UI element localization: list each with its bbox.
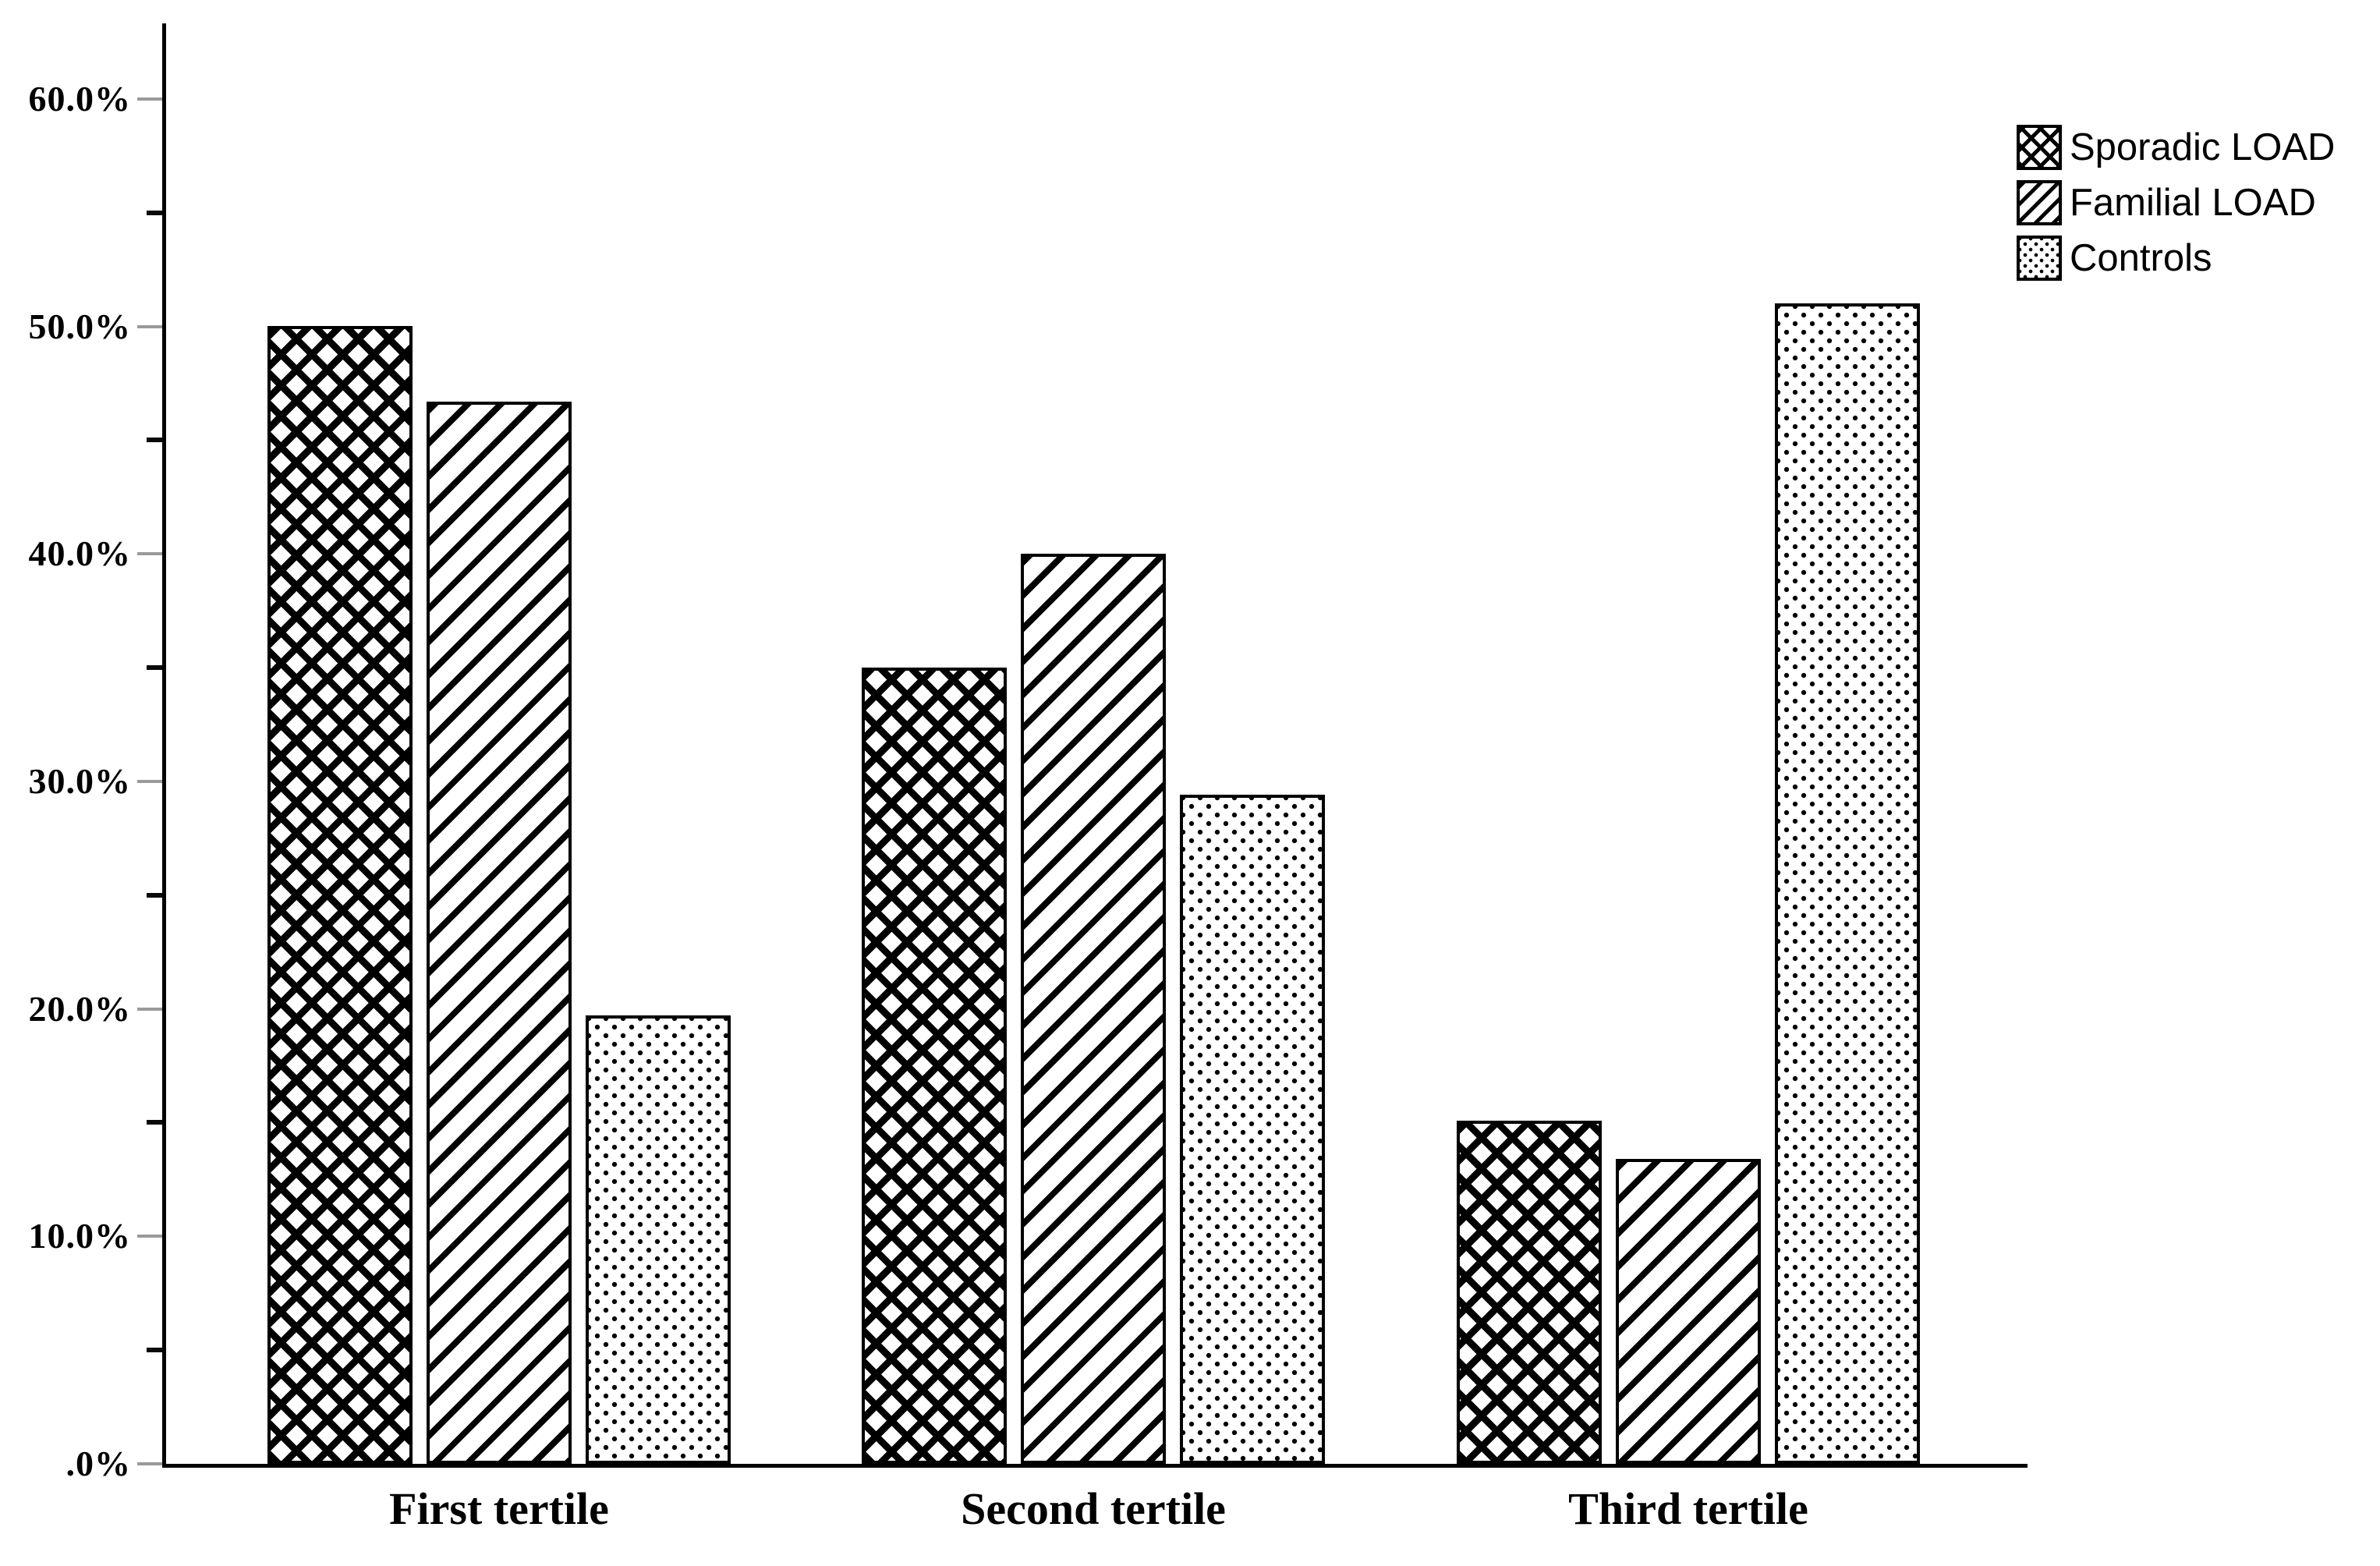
y-major-tick-40	[137, 552, 162, 556]
category-label-third-tertile: Third tertile	[1568, 1483, 1808, 1534]
x-axis-line	[162, 1464, 2028, 1468]
legend-row-familial-load: Familial LOAD	[2017, 180, 2335, 225]
y-major-tick-20	[137, 1007, 162, 1011]
y-tick-label-0: .0%	[66, 1444, 131, 1483]
legend-row-sporadic-load: Sporadic LOAD	[2017, 125, 2335, 170]
y-axis-line	[162, 23, 166, 1468]
legend-label-controls: Controls	[2070, 237, 2212, 279]
bar-familial-load-third-tertile	[1616, 1159, 1761, 1464]
bar-sporadic-load-first-tertile	[267, 326, 413, 1464]
y-minor-tick-5	[147, 1348, 162, 1353]
y-major-tick-0	[137, 1462, 162, 1465]
bar-controls-second-tertile	[1180, 795, 1325, 1464]
y-tick-label-40: 40.0%	[28, 533, 131, 574]
bar-controls-third-tertile	[1775, 303, 1920, 1464]
bar-controls-first-tertile	[586, 1015, 731, 1464]
bar-familial-load-second-tertile	[1021, 554, 1166, 1464]
category-label-first-tertile: First tertile	[389, 1483, 609, 1534]
y-minor-tick-35	[147, 665, 162, 671]
bar-sporadic-load-second-tertile	[862, 668, 1007, 1464]
y-tick-label-20: 20.0%	[28, 988, 131, 1029]
y-major-tick-30	[137, 779, 162, 783]
y-tick-label-10: 10.0%	[28, 1216, 131, 1256]
y-tick-label-60: 60.0%	[28, 78, 131, 119]
y-major-tick-50	[137, 324, 162, 328]
y-tick-label-50: 50.0%	[28, 306, 131, 346]
legend: Sporadic LOAD Familial LOAD Controls	[2017, 125, 2335, 281]
legend-label-familial-load: Familial LOAD	[2070, 182, 2316, 224]
y-minor-tick-15	[147, 1120, 162, 1125]
bar-familial-load-first-tertile	[427, 402, 572, 1464]
y-minor-tick-25	[147, 892, 162, 898]
y-minor-tick-45	[147, 438, 162, 443]
category-label-second-tertile: Second tertile	[961, 1483, 1226, 1534]
y-major-tick-60	[137, 97, 162, 101]
y-tick-label-30: 30.0%	[28, 760, 131, 801]
legend-row-controls: Controls	[2017, 236, 2335, 281]
legend-swatch-dots-icon	[2017, 236, 2062, 281]
bar-sporadic-load-third-tertile	[1457, 1121, 1602, 1464]
y-major-tick-10	[137, 1235, 162, 1238]
legend-label-sporadic-load: Sporadic LOAD	[2070, 126, 2336, 168]
legend-swatch-crosshatch-icon	[2017, 125, 2062, 170]
legend-swatch-diagonal-icon	[2017, 180, 2062, 225]
y-minor-tick-55	[147, 210, 162, 215]
